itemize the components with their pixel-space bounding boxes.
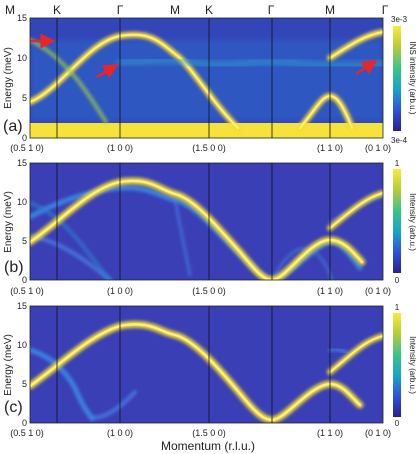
panel-label: (a) [3,118,23,135]
y-tick-label: 0 [22,275,27,285]
panel-c-yticks: 0 5 10 15 [17,301,27,428]
y-tick-label: 15 [17,301,27,311]
y-tick-label: 0 [22,418,27,428]
y-tick-label: 5 [22,379,27,389]
panel-a-frame [29,17,384,139]
panel-c-vlines [56,306,331,423]
x-tick-label: (0.5 1 0) [10,143,44,153]
x-tick-label: (1 0 0) [107,428,133,438]
colorbar [393,26,401,131]
x-ticks-a: (0.5 1 0) (1 0 0) (1.5 0 0) (1 1 0) (0 1… [10,143,391,153]
panel-label: (b) [4,259,24,276]
colorbar-label: INS intensity (arb.u.) [408,42,416,115]
colorbar-min: 3e-4 [391,136,408,145]
x-tick-label: (1 0 0) [107,143,133,153]
panel-label: (c) [4,399,23,416]
top-label: Γ [382,3,389,17]
panel-b: (b) 0 5 10 15 Energy (meV) 1 0 Intensity… [3,158,416,285]
colorbar-max: 1 [395,303,400,312]
panel-b-frame [29,162,384,281]
top-label: Γ [117,3,124,17]
red-arrow [355,59,378,76]
x-tick-label: (1.5 0 0) [192,428,226,438]
y-tick-label: 5 [22,236,27,246]
x-tick-label: (1.5 0 0) [192,286,226,296]
colorbar-max: 3e-3 [391,15,408,24]
y-tick-label: 10 [17,340,27,350]
top-label: M [5,3,15,17]
colorbar [393,169,401,273]
y-tick-label: 10 [17,197,27,207]
y-axis-label: Energy (meV) [3,334,14,396]
colorbar [393,313,401,417]
y-tick-label: 15 [17,158,27,168]
x-ticks-c: (0.5 1 0) (1 0 0) (1.5 0 0) (1 1 0) (0 1… [10,428,391,438]
x-tick-label: (1 1 0) [317,428,343,438]
panel-a: (a) 0 5 10 15 Energy (meV) 3e-3 3e-4 INS… [3,13,416,145]
y-tick-label: 5 [22,93,27,103]
x-tick-label: (0.5 1 0) [10,286,44,296]
top-label: M [325,3,335,17]
top-label: Γ [268,3,275,17]
top-symmetry-labels: M K Γ M K Γ M Γ [5,3,389,17]
x-ticks-b: (0.5 1 0) (1 0 0) (1.5 0 0) (1 1 0) (0 1… [10,286,391,296]
x-tick-label: (0 1 0) [365,286,391,296]
x-tick-label: (1.5 0 0) [192,143,226,153]
panel-a-elastic-line [30,123,383,138]
red-arrow [96,64,119,79]
colorbar-max: 1 [395,159,400,168]
top-label: K [205,3,213,17]
panel-a-vlines [56,18,331,138]
y-tick-label: 0 [22,133,27,143]
colorbar-min: 0 [395,276,400,285]
y-axis-label: Energy (meV) [3,191,14,253]
panel-a-yticks: 0 5 10 15 [17,13,27,143]
top-label: M [170,3,180,17]
x-tick-label: (0 1 0) [365,143,391,153]
colorbar-label: Intensity (arb.u.) [408,336,416,394]
panel-b-vlines [56,163,331,280]
colorbar-label: Intensity (arb.u.) [408,193,416,251]
panel-c-frame [29,305,384,424]
x-tick-label: (1 1 0) [317,286,343,296]
x-tick-label: (1 1 0) [317,143,343,153]
x-tick-label: (1 0 0) [107,286,133,296]
y-tick-label: 10 [17,53,27,63]
panel-b-yticks: 0 5 10 15 [17,158,27,285]
colorbar-min: 0 [395,419,400,428]
panel-c: (c) 0 5 10 15 Energy (meV) 1 0 Intensity… [3,301,416,428]
y-tick-label: 15 [17,13,27,23]
top-label: K [53,3,61,17]
x-tick-label: (0.5 1 0) [10,428,44,438]
x-tick-label: (0 1 0) [365,428,391,438]
y-axis-label: Energy (meV) [3,47,14,109]
x-axis-label: Momentum (r.l.u.) [161,439,255,453]
panel-c-background [30,306,383,423]
red-arrows [30,33,378,79]
